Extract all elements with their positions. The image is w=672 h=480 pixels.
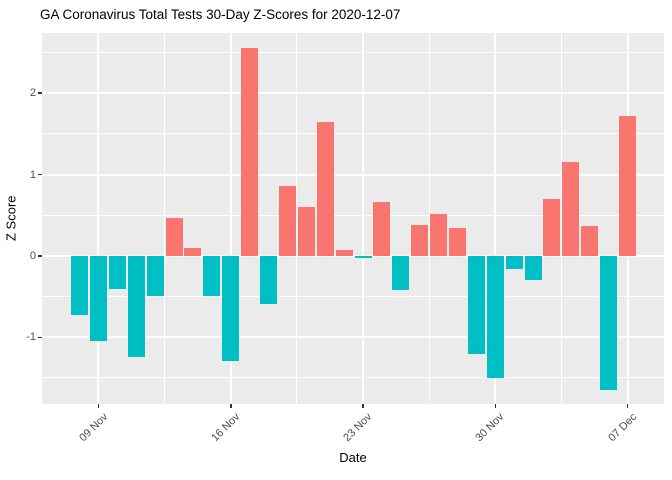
y-tick-mark xyxy=(38,173,42,176)
gridline-major-vertical xyxy=(97,33,100,404)
bar xyxy=(562,161,580,256)
x-tick-label: 23 Nov xyxy=(341,411,375,445)
bar xyxy=(127,255,145,357)
y-tick-label: 2 xyxy=(29,87,36,100)
x-tick-label: 09 Nov xyxy=(76,411,110,445)
bar xyxy=(335,250,353,256)
x-tick-mark xyxy=(230,404,232,408)
bar xyxy=(354,255,372,259)
x-tick-label: 16 Nov xyxy=(209,411,243,445)
x-tick-label: 07 Dec xyxy=(605,411,640,445)
y-tick-label: 0 xyxy=(29,249,36,262)
bar xyxy=(411,225,429,256)
bar xyxy=(241,48,259,256)
bar xyxy=(543,198,561,256)
bar xyxy=(203,255,221,296)
gridline-minor-vertical xyxy=(560,33,562,404)
y-tick-mark xyxy=(38,92,42,94)
gridline-major-horizontal xyxy=(42,92,664,95)
y-tick-label: -1 xyxy=(26,331,36,344)
gridline-minor-horizontal xyxy=(42,377,664,379)
gridline-major-vertical xyxy=(494,33,497,404)
x-tick-mark xyxy=(626,404,629,408)
gridline-minor-horizontal xyxy=(42,296,664,298)
bar xyxy=(430,213,448,256)
bar xyxy=(278,185,296,256)
gridline-minor-horizontal xyxy=(42,214,664,216)
y-tick-mark xyxy=(38,255,42,257)
bar xyxy=(297,207,315,256)
bar xyxy=(108,255,126,290)
bar xyxy=(71,255,89,316)
bar xyxy=(524,255,542,281)
gridline-major-vertical xyxy=(362,33,364,404)
x-tick-mark xyxy=(362,404,364,408)
bar xyxy=(146,255,164,296)
bar xyxy=(581,225,599,256)
bar xyxy=(260,255,278,304)
gridline-minor-vertical xyxy=(296,33,298,404)
y-tick-mark xyxy=(38,336,42,339)
bar xyxy=(467,255,485,355)
chart-title: GA Coronavirus Total Tests 30-Day Z-Scor… xyxy=(40,7,401,22)
bar xyxy=(165,217,183,256)
gridline-minor-vertical xyxy=(428,33,430,404)
x-tick-mark xyxy=(494,404,497,408)
gridline-minor-vertical xyxy=(164,33,166,404)
gridline-minor-horizontal xyxy=(42,133,664,135)
bar xyxy=(619,115,637,256)
y-axis-title: Z Score xyxy=(3,195,19,242)
bar xyxy=(316,121,334,256)
x-tick-label: 30 Nov xyxy=(473,411,507,445)
x-tick-mark xyxy=(97,404,100,408)
y-tick-label: 1 xyxy=(29,168,36,181)
bar xyxy=(373,202,391,256)
bar xyxy=(600,255,618,391)
plot-panel xyxy=(42,33,664,404)
bar xyxy=(505,255,523,269)
bar xyxy=(392,255,410,291)
bar xyxy=(184,247,202,256)
gridline-minor-horizontal xyxy=(42,52,664,54)
bar xyxy=(89,255,107,342)
x-axis-title: Date xyxy=(339,450,367,465)
gridline-major-horizontal xyxy=(42,173,664,176)
gridline-major-vertical xyxy=(229,33,232,404)
gridline-major-horizontal xyxy=(42,336,664,339)
gridline-major-horizontal xyxy=(42,254,664,257)
bar xyxy=(448,228,466,256)
bar xyxy=(486,255,504,378)
bar xyxy=(222,255,240,361)
